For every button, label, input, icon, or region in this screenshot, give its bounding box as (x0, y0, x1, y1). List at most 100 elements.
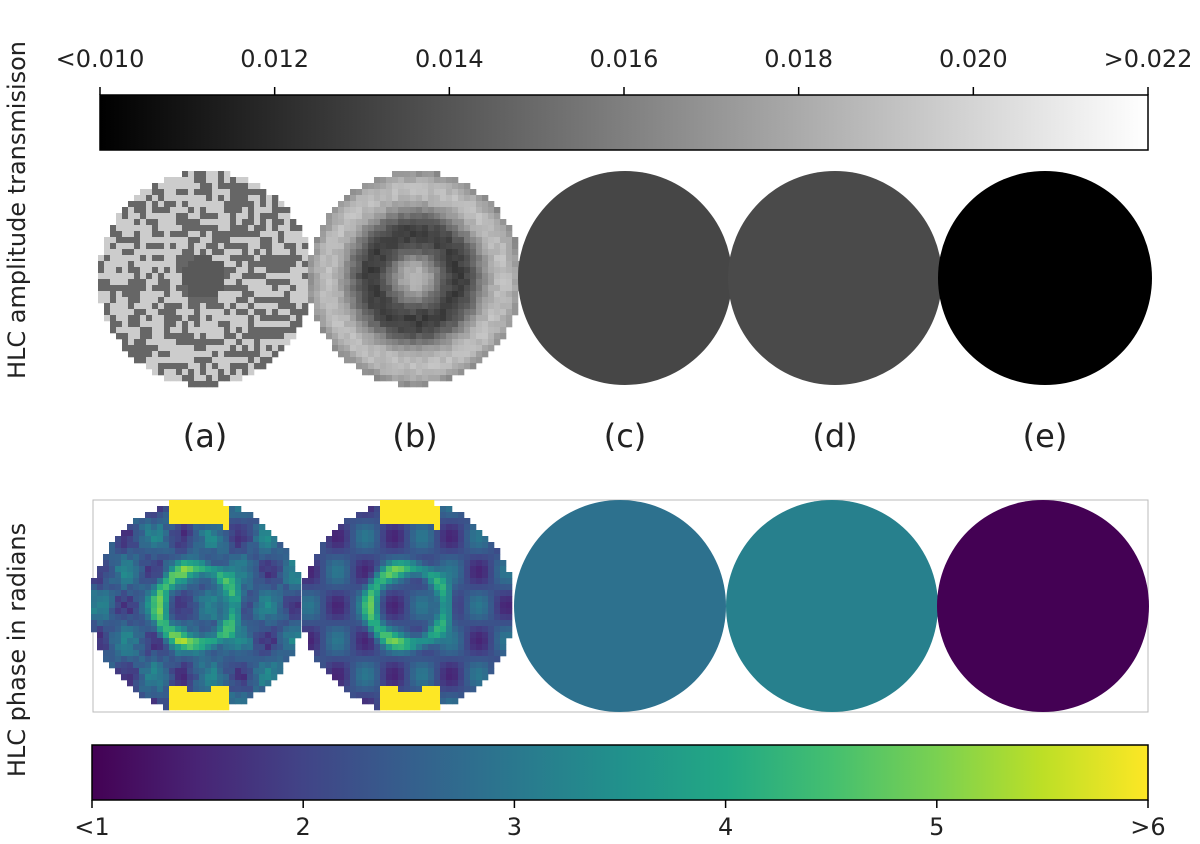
texture-pixel (224, 333, 231, 340)
texture-pixel (127, 590, 134, 597)
texture-pixel (350, 291, 357, 298)
texture-pixel (271, 572, 278, 579)
texture-pixel (139, 650, 146, 657)
texture-pixel (139, 584, 146, 591)
texture-pixel (116, 315, 123, 322)
texture-pixel (133, 644, 140, 651)
texture-pixel (506, 590, 513, 597)
texture-pixel (338, 303, 345, 310)
texture-pixel (320, 596, 327, 603)
texture-pixel (158, 189, 165, 196)
texture-pixel (241, 578, 248, 585)
texture-pixel (272, 267, 279, 274)
texture-pixel (152, 189, 159, 196)
texture-pixel (247, 626, 254, 633)
texture-pixel (242, 267, 249, 274)
texture-pixel (374, 183, 381, 190)
texture-pixel (241, 644, 248, 651)
texture-pixel (392, 237, 399, 244)
texture-pixel (224, 177, 231, 184)
texture-pixel (205, 578, 212, 585)
texture-pixel (488, 237, 495, 244)
texture-pixel (253, 560, 260, 567)
texture-pixel (320, 327, 327, 334)
texture-pixel (482, 548, 489, 555)
texture-pixel (338, 291, 345, 298)
texture-pixel (386, 692, 393, 699)
texture-pixel (163, 512, 170, 519)
texture-pixel (247, 668, 254, 675)
texture-pixel (470, 195, 477, 202)
texture-pixel (176, 213, 183, 220)
texture-pixel (115, 650, 122, 657)
texture-pixel (416, 249, 423, 256)
texture-pixel (392, 177, 399, 184)
texture-pixel (464, 255, 471, 262)
texture-pixel (230, 345, 237, 352)
texture-pixel (428, 219, 435, 226)
texture-pixel (236, 195, 243, 202)
texture-pixel (241, 560, 248, 567)
texture-pixel (235, 662, 242, 669)
texture-pixel (428, 297, 435, 304)
texture-pixel (229, 512, 236, 519)
texture-pixel (277, 572, 284, 579)
texture-pixel (290, 225, 297, 232)
texture-pixel (235, 692, 242, 699)
texture-pixel (284, 327, 291, 334)
texture-pixel (277, 662, 284, 669)
texture-pixel (362, 315, 369, 322)
texture-pixel (140, 345, 147, 352)
texture-pixel (266, 201, 273, 208)
texture-pixel (440, 195, 447, 202)
texture-pixel (446, 315, 453, 322)
texture-pixel (128, 321, 135, 328)
texture-pixel (386, 273, 393, 280)
texture-pixel (164, 237, 171, 244)
texture-pixel (392, 279, 399, 286)
texture-pixel (229, 542, 236, 549)
texture-pixel (212, 363, 219, 370)
texture-pixel (211, 698, 218, 705)
texture-pixel (181, 566, 188, 573)
texture-pixel (121, 656, 128, 663)
texture-pixel (368, 596, 375, 603)
texture-pixel (151, 650, 158, 657)
texture-pixel (187, 596, 194, 603)
texture-pixel (398, 285, 405, 292)
texture-pixel (211, 500, 218, 507)
texture-pixel (271, 590, 278, 597)
texture-pixel (422, 351, 429, 358)
texture-pixel (344, 626, 351, 633)
texture-pixel (368, 620, 375, 627)
texture-pixel (115, 596, 122, 603)
texture-pixel (440, 201, 447, 208)
texture-pixel (392, 183, 399, 190)
texture-pixel (242, 285, 249, 292)
texture-pixel (98, 285, 105, 292)
texture-pixel (500, 285, 507, 292)
texture-pixel (134, 291, 141, 298)
texture-pixel (428, 237, 435, 244)
texture-pixel (175, 656, 182, 663)
texture-pixel (350, 596, 357, 603)
texture-pixel (230, 219, 237, 226)
texture-pixel (326, 602, 333, 609)
texture-pixel (133, 560, 140, 567)
texture-pixel (476, 231, 483, 238)
texture-pixel (410, 189, 417, 196)
texture-pixel (440, 506, 447, 513)
texture-pixel (398, 381, 405, 388)
texture-pixel (338, 309, 345, 316)
texture-pixel (410, 171, 417, 178)
texture-pixel (398, 183, 405, 190)
texture-pixel (296, 309, 303, 316)
texture-pixel (368, 518, 375, 525)
texture-pixel (374, 632, 381, 639)
texture-pixel (470, 207, 477, 214)
texture-pixel (145, 584, 152, 591)
texture-pixel (440, 548, 447, 555)
texture-pixel (284, 333, 291, 340)
texture-pixel (410, 297, 417, 304)
texture-pixel (476, 285, 483, 292)
